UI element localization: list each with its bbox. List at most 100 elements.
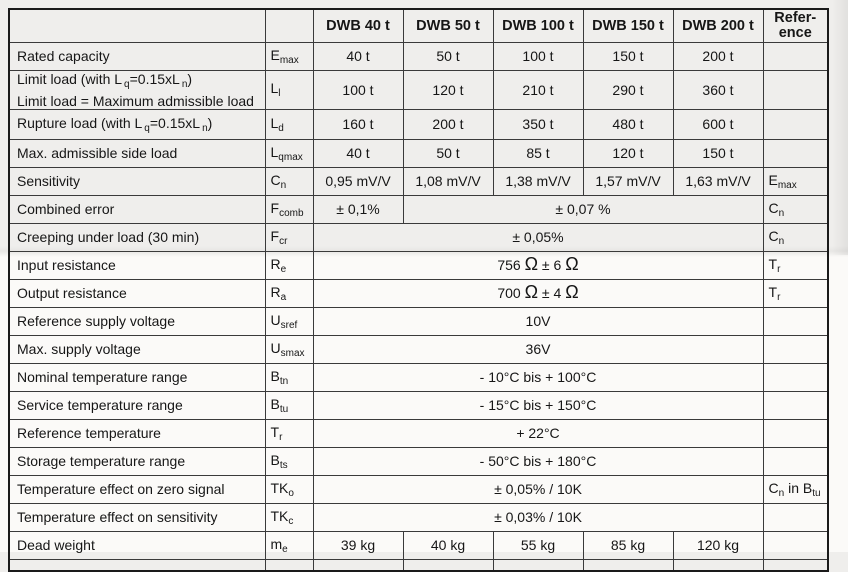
reference-cell-empty (762, 558, 829, 572)
label-subscript: q (124, 78, 130, 90)
reference-cell-empty (762, 334, 829, 364)
reference-base: T (768, 283, 778, 300)
row-output-resistance: Output resistance Ra 700 Ω ± 4 Ω Tr (8, 278, 829, 308)
symbol-cell: Ll (264, 69, 314, 110)
reference-cell-empty (762, 418, 829, 448)
value-cell: 40 t (312, 138, 404, 168)
value-cell: 50 t (402, 138, 494, 168)
header-label-empty (8, 8, 266, 43)
symbol-cell: Re (264, 250, 314, 280)
symbol-base: U (270, 311, 281, 328)
value-cell: 120 kg (672, 530, 764, 560)
symbol-base: R (270, 283, 281, 300)
symbol-subscript: tu (279, 403, 289, 415)
reference-cell-empty (762, 138, 829, 168)
reference-cell-empty (762, 530, 829, 560)
value-cell: 200 t (402, 108, 494, 140)
row-label-empty (8, 558, 266, 572)
merged-value-cell: - 15°C bis + 150°C (312, 390, 764, 420)
value-cell-empty (402, 558, 494, 572)
row-reference-supply-voltage: Reference supply voltage Usref 10V (8, 306, 829, 336)
value-cell: 85 t (492, 138, 584, 168)
column-header-dwb-150t: DWB 150 t (582, 8, 674, 43)
reference-cell-empty (762, 108, 829, 140)
row-label: Reference temperature (8, 418, 266, 448)
symbol-subscript: r (279, 431, 283, 443)
label-subscript: n (181, 78, 188, 90)
value-cell: 120 t (402, 69, 494, 110)
symbol-cell: Btn (264, 362, 314, 392)
row-storage-temperature-range: Storage temperature range Bts - 50°C bis… (8, 446, 829, 476)
symbol-subscript: cr (279, 235, 288, 247)
value-cell: 150 t (582, 41, 674, 71)
value-cell: 480 t (582, 108, 674, 140)
symbol-subscript: a (280, 291, 287, 303)
header-symbol-empty (264, 8, 314, 43)
row-label: Input resistance (8, 250, 266, 280)
column-header-dwb-40t: DWB 40 t (312, 8, 404, 43)
label-text: =0.15xL (149, 114, 201, 131)
row-label: Rated capacity (8, 41, 266, 71)
value-cell: ± 0,1% (312, 194, 404, 224)
symbol-cell: Cn (264, 166, 314, 196)
row-label: Reference supply voltage (8, 306, 266, 336)
reference-header-line1: Refer- (774, 9, 817, 26)
row-service-temperature-range: Service temperature range Btu - 15°C bis… (8, 390, 829, 420)
symbol-subscript: tn (279, 375, 289, 387)
symbol-cell: me (264, 530, 314, 560)
reference-subscript: r (777, 291, 781, 303)
column-header-dwb-50t: DWB 50 t (402, 8, 494, 43)
value-cell: 85 kg (582, 530, 674, 560)
symbol-base: B (270, 395, 280, 412)
value-cell: 1,08 mV/V (402, 166, 494, 196)
symbol-base: TK (270, 507, 289, 524)
reference-cell-empty (762, 362, 829, 392)
value-cell: 55 kg (492, 530, 584, 560)
label-text: =0.15xL (129, 70, 180, 87)
reference-subscript: r (777, 263, 781, 275)
row-label: Temperature effect on zero signal (8, 474, 266, 504)
value-cell: 160 t (312, 108, 404, 140)
row-sensitivity: Sensitivity Cn 0,95 mV/V 1,08 mV/V 1,38 … (8, 166, 829, 196)
symbol-base: m (270, 535, 283, 552)
reference-cell: Emax (762, 166, 829, 196)
value-cell: 100 t (492, 41, 584, 71)
symbol-subscript: c (288, 515, 294, 527)
row-label: Creeping under load (30 min) (8, 222, 266, 252)
symbol-base: L (270, 80, 279, 96)
symbol-cell-empty (264, 558, 314, 572)
label-text: ) (187, 70, 193, 87)
column-header-reference: Refer- ence (762, 8, 829, 43)
symbol-subscript: l (278, 88, 281, 99)
column-header-dwb-200t: DWB 200 t (672, 8, 764, 43)
reference-base: E (768, 171, 778, 188)
reference-base: T (768, 255, 778, 272)
value-cell: 210 t (492, 69, 584, 110)
label-subscript: n (202, 122, 208, 134)
symbol-subscript: sref (280, 319, 298, 331)
symbol-subscript: max (279, 54, 299, 66)
value-cell: 290 t (582, 69, 674, 110)
value-cell: 1,57 mV/V (582, 166, 674, 196)
symbol-cell: Usmax (264, 334, 314, 364)
value-cell: 600 t (672, 108, 764, 140)
reference-subscript: tu (812, 487, 821, 499)
symbol-subscript: qmax (278, 151, 303, 163)
row-reference-temperature: Reference temperature Tr + 22°C (8, 418, 829, 448)
symbol-subscript: d (278, 122, 284, 134)
omega-symbol: Ω (565, 254, 579, 274)
row-temp-effect-sensitivity: Temperature effect on sensitivity TKc ± … (8, 502, 829, 532)
value-cell: 1,38 mV/V (492, 166, 584, 196)
row-label: Service temperature range (8, 390, 266, 420)
symbol-subscript: n (280, 179, 287, 191)
value-cell: 350 t (492, 108, 584, 140)
symbol-subscript: e (282, 543, 288, 555)
reference-cell-empty (762, 390, 829, 420)
value-cell: 200 t (672, 41, 764, 71)
reference-cell-empty (762, 446, 829, 476)
value-cell: 39 kg (312, 530, 404, 560)
label-text: ) (207, 114, 213, 131)
